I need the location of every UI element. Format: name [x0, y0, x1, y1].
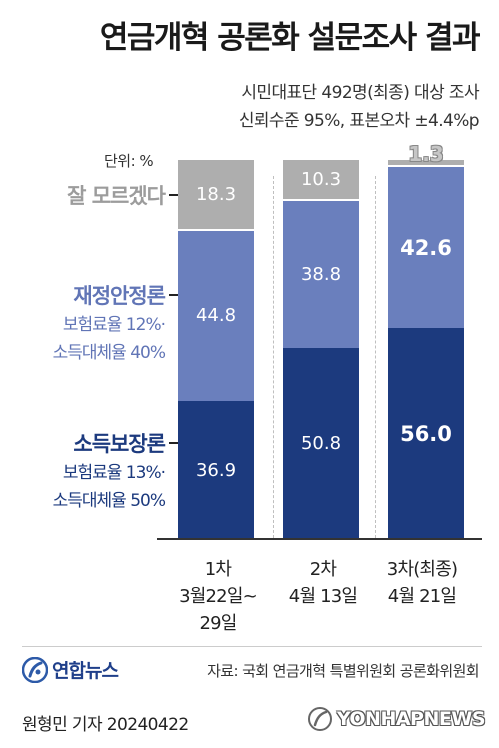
bar-dont_know-2: 10.3: [283, 160, 359, 200]
yonhap-logo: 연합뉴스: [22, 656, 119, 683]
yonhap-watermark: YONHAPNEWS: [307, 706, 486, 732]
legend-tick-income: [169, 442, 178, 444]
bar-dont_know-1: 18.3: [178, 160, 254, 230]
legend-tick-dont-know: [169, 194, 178, 196]
watermark-logo-icon: [307, 707, 332, 731]
bar-fiscal-1: 44.8: [178, 229, 254, 401]
data-label-dont_know-1: 18.3: [195, 184, 237, 206]
data-label-dont_know-3: 1.3: [408, 142, 444, 167]
yonhap-logo-text: 연합뉴스: [52, 660, 119, 682]
source-text: 자료: 국회 연금개혁 특별위원회 공론화위원회: [207, 662, 480, 680]
footer-divider: [22, 646, 482, 647]
legend-dont-know: 잘 모르겠다: [67, 184, 166, 208]
divider-line: [375, 176, 377, 538]
legend-fiscal-detail2: 소득대체율 40%: [52, 343, 166, 363]
legend-income: 소득보장론: [73, 432, 166, 456]
bar-fiscal-3: 42.6: [388, 165, 464, 329]
chart-title: 연금개혁 공론화 설문조사 결과: [99, 20, 481, 56]
x-label-2: 2차 4월 13일: [288, 559, 358, 607]
data-label-dont_know-2: 10.3: [300, 169, 342, 191]
data-label-fiscal-3: 42.6: [400, 235, 452, 260]
x-axis: [157, 538, 482, 540]
legend-income-detail2: 소득대체율 50%: [52, 491, 166, 511]
legend-fiscal: 재정안정론: [73, 284, 166, 308]
x-label-3: 3차(최종) 4월 21일: [386, 559, 458, 607]
legend-tick-fiscal: [169, 294, 178, 296]
x-label-1: 1차 3월22일~ 29일: [179, 559, 258, 634]
legend-income-detail1: 보험료율 13%·: [62, 463, 166, 483]
data-label-income-2: 50.8: [300, 433, 342, 455]
watermark-text: YONHAPNEWS: [336, 708, 486, 730]
chart-subtitle-sample: 시민대표단 492명(최종) 대상 조사: [241, 83, 479, 103]
divider-line: [273, 176, 275, 538]
bar-income-2: 50.8: [283, 345, 359, 540]
unit-label: 단위: %: [104, 152, 154, 170]
bar-dont_know-3: [388, 160, 464, 166]
data-label-income-1: 36.9: [195, 459, 237, 481]
yonhap-logo-icon: [22, 656, 48, 683]
legend-fiscal-detail1: 보험료율 12%·: [62, 315, 166, 335]
data-label-fiscal-2: 38.8: [300, 264, 342, 286]
chart-subtitle-confidence: 신뢰수준 95%, 표본오차 ±4.4%p: [238, 111, 480, 131]
bar-income-1: 36.9: [178, 398, 254, 540]
data-label-income-3: 56.0: [400, 422, 452, 447]
bar-income-3: 56.0: [388, 326, 464, 540]
reporter-credit: 원형민 기자 20240422: [22, 715, 189, 735]
bar-fiscal-2: 38.8: [283, 199, 359, 348]
data-label-fiscal-1: 44.8: [195, 305, 237, 327]
